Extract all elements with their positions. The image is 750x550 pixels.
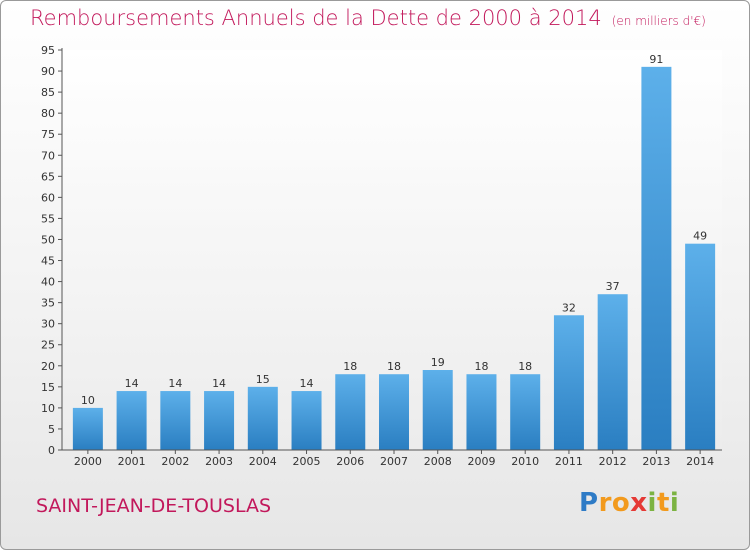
- y-tick-label: 5: [48, 423, 55, 436]
- bar: [641, 66, 672, 450]
- logo-letter: r: [598, 488, 612, 518]
- proxiti-logo[interactable]: Proxiti: [579, 488, 679, 518]
- x-tick-label: 2007: [380, 455, 408, 468]
- x-tick-label: 2012: [599, 455, 627, 468]
- bar-value-label: 37: [606, 280, 620, 293]
- bar-value-label: 15: [256, 373, 270, 386]
- bar: [116, 391, 147, 450]
- bar: [160, 391, 191, 450]
- logo-letter: o: [611, 488, 631, 518]
- logo-letter: t: [656, 488, 670, 518]
- bar: [291, 391, 322, 450]
- y-tick-label: 35: [41, 297, 55, 310]
- y-tick-label: 70: [41, 149, 55, 162]
- y-tick-label: 80: [41, 107, 55, 120]
- x-tick-label: 2011: [555, 455, 583, 468]
- y-tick-label: 65: [41, 170, 55, 183]
- bar-value-label: 14: [212, 377, 226, 390]
- y-tick-label: 25: [41, 339, 55, 352]
- x-tick-label: 2009: [467, 455, 495, 468]
- bar-value-label: 18: [343, 360, 357, 373]
- y-tick-label: 15: [41, 381, 55, 394]
- y-tick-label: 20: [41, 360, 55, 373]
- bar-value-label: 91: [649, 53, 663, 66]
- bar-value-label: 18: [474, 360, 488, 373]
- bar-value-label: 14: [300, 377, 314, 390]
- bar-value-label: 18: [387, 360, 401, 373]
- bar: [597, 294, 628, 450]
- y-tick-label: 10: [41, 402, 55, 415]
- x-tick-label: 2006: [336, 455, 364, 468]
- y-tick-label: 0: [48, 444, 55, 457]
- bar-value-label: 14: [125, 377, 139, 390]
- bar-value-label: 19: [431, 356, 445, 369]
- bar: [685, 243, 716, 450]
- logo-letter: P: [579, 488, 599, 518]
- bar-value-label: 14: [168, 377, 182, 390]
- y-tick-label: 50: [41, 233, 55, 246]
- y-tick-label: 90: [41, 65, 55, 78]
- y-tick-label: 95: [41, 44, 55, 57]
- bar-value-label: 32: [562, 301, 576, 314]
- bar: [510, 374, 541, 450]
- bar: [422, 370, 453, 450]
- y-tick-label: 85: [41, 86, 55, 99]
- x-tick-label: 2005: [293, 455, 321, 468]
- logo-letter: i: [647, 488, 657, 518]
- bar-value-label: 10: [81, 394, 95, 407]
- commune-name: SAINT-JEAN-DE-TOUSLAS: [36, 495, 272, 517]
- y-tick-label: 75: [41, 128, 55, 141]
- y-tick-label: 60: [41, 191, 55, 204]
- y-tick-label: 45: [41, 255, 55, 268]
- bar: [247, 386, 278, 450]
- bar: [335, 374, 366, 450]
- y-tick-label: 30: [41, 318, 55, 331]
- x-tick-label: 2001: [118, 455, 146, 468]
- logo-letter: x: [630, 488, 648, 518]
- chart-subtitle: (en milliers d'€): [611, 14, 706, 28]
- x-tick-label: 2014: [686, 455, 714, 468]
- x-tick-label: 2002: [161, 455, 189, 468]
- x-tick-label: 2004: [249, 455, 277, 468]
- bar-value-label: 18: [518, 360, 532, 373]
- bar: [72, 407, 103, 450]
- x-tick-label: 2000: [74, 455, 102, 468]
- chart-title-text: Remboursements Annuels de la Dette de 20…: [30, 6, 602, 30]
- x-tick-label: 2003: [205, 455, 233, 468]
- bar: [466, 374, 497, 450]
- y-tick-label: 55: [41, 212, 55, 225]
- x-tick-label: 2013: [642, 455, 670, 468]
- logo-letter: i: [669, 488, 680, 518]
- x-tick-label: 2010: [511, 455, 539, 468]
- chart-title: Remboursements Annuels de la Dette de 20…: [30, 6, 706, 30]
- x-tick-label: 2008: [424, 455, 452, 468]
- bar: [553, 315, 584, 450]
- bar-value-label: 49: [693, 230, 707, 243]
- bar: [204, 391, 235, 450]
- bar: [379, 374, 409, 450]
- y-tick-label: 40: [41, 276, 55, 289]
